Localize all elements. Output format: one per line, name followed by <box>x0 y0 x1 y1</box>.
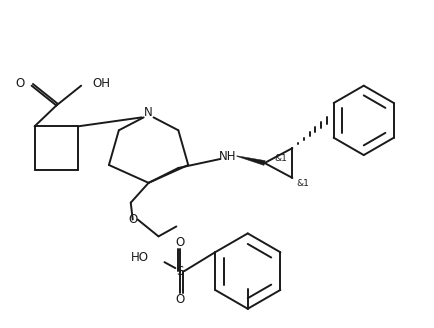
Text: &1: &1 <box>296 179 309 188</box>
Polygon shape <box>236 156 265 165</box>
Text: O: O <box>128 213 137 226</box>
Text: HO: HO <box>130 251 148 264</box>
Text: O: O <box>175 236 184 249</box>
Text: N: N <box>144 106 153 119</box>
Text: O: O <box>175 293 184 306</box>
Text: O: O <box>15 77 25 90</box>
Text: &1: &1 <box>274 154 287 163</box>
Text: NH: NH <box>219 150 236 163</box>
Text: S: S <box>176 265 184 277</box>
Text: OH: OH <box>92 77 110 90</box>
